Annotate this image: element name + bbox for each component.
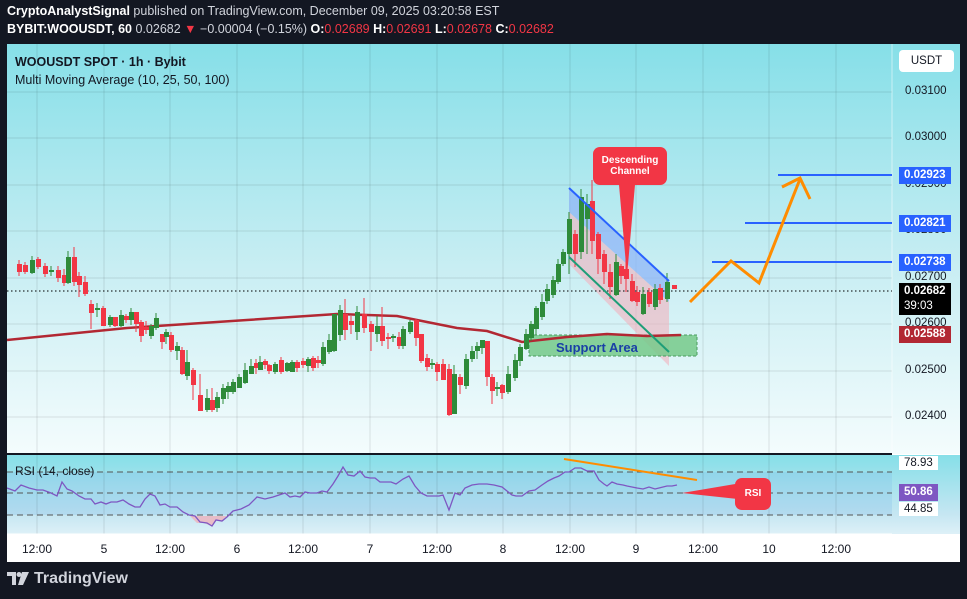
time-tick: 12:00	[21, 542, 53, 556]
price-tick: 0.02400	[905, 410, 947, 422]
price-tick: 0.03000	[905, 131, 947, 143]
time-tick: 12:00	[687, 542, 719, 556]
time-tick: 12:00	[554, 542, 586, 556]
chart-legend: WOOUSDT SPOT · 1h · Bybit Multi Moving A…	[15, 53, 229, 89]
time-tick: 7	[366, 542, 374, 556]
candles	[17, 180, 677, 416]
descending-channel-callout[interactable]: Descending Channel	[593, 147, 667, 185]
symbol-interval: BYBIT:WOOUSDT, 60	[7, 22, 133, 36]
rsi-lower-value: 44.85	[899, 502, 938, 516]
open-value: 0.02689	[324, 22, 370, 36]
time-tick: 6	[233, 542, 241, 556]
chart-canvas[interactable]	[7, 44, 960, 562]
ma-line	[7, 312, 682, 344]
close-value: 0.02682	[508, 22, 554, 36]
ma-price-tag: 0.02588	[899, 326, 951, 343]
publish-info: CryptoAnalystSignal published on Trading…	[7, 4, 499, 18]
rsi-legend[interactable]: RSI (14, close)	[15, 464, 95, 478]
price-tick: 0.02500	[905, 364, 947, 376]
high-value: 0.02691	[386, 22, 432, 36]
last-price: 0.02682	[132, 22, 181, 36]
channel-upper-line[interactable]	[568, 187, 670, 282]
low-value: 0.02678	[446, 22, 492, 36]
rsi-callout[interactable]: RSI	[735, 478, 771, 510]
channel-lower-line[interactable]	[568, 256, 670, 353]
time-tick: 10	[762, 542, 776, 556]
target3-price-tag: 0.02923	[899, 167, 951, 184]
target2-price-tag: 0.02821	[899, 215, 951, 232]
down-arrow-icon: ▼	[184, 22, 197, 36]
last-price-value: 0.02682	[904, 285, 946, 297]
time-tick: 12:00	[154, 542, 186, 556]
time-tick: 5	[100, 542, 108, 556]
open-label: O:	[310, 22, 325, 36]
chart-frame[interactable]: WOOUSDT SPOT · 1h · Bybit Multi Moving A…	[7, 44, 960, 562]
rsi-line	[7, 465, 678, 527]
time-tick: 12:00	[287, 542, 319, 556]
rsi-upper-value: 78.93	[899, 456, 938, 470]
publish-text: published on TradingView.com, December 0…	[129, 4, 500, 18]
price-change: −0.00004 (−0.15%)	[196, 22, 308, 36]
high-label: H:	[373, 22, 387, 36]
close-label: C:	[495, 22, 509, 36]
currency-selector[interactable]: USDT	[899, 50, 954, 72]
bar-countdown: 39:03	[904, 300, 933, 312]
brand-name: TradingView	[34, 570, 128, 587]
last-price-tag: 0.02682 39:03	[899, 283, 951, 315]
time-tick: 8	[499, 542, 507, 556]
symbol-title[interactable]: WOOUSDT SPOT · 1h · Bybit	[15, 55, 186, 69]
rsi-divergence-line[interactable]	[563, 458, 698, 481]
support-area-label[interactable]: Support Area	[556, 340, 638, 355]
arrow-head-icon	[781, 175, 812, 200]
ohlc-bar: BYBIT:WOOUSDT, 60 0.02682 ▼ −0.00004 (−0…	[7, 22, 554, 36]
publisher-name[interactable]: CryptoAnalystSignal	[7, 4, 130, 18]
tradingview-logo-icon	[7, 572, 29, 585]
time-tick: 9	[632, 542, 640, 556]
tradingview-logo[interactable]: TradingView	[7, 570, 128, 588]
price-tick: 0.03100	[905, 85, 947, 97]
time-tick: 12:00	[820, 542, 852, 556]
time-tick: 12:00	[421, 542, 453, 556]
indicator-title[interactable]: Multi Moving Average (10, 25, 50, 100)	[15, 73, 230, 87]
rsi-callout-pointer-icon	[682, 482, 747, 500]
rsi-current-tag: 50.86	[899, 484, 938, 501]
target1-price-tag: 0.02738	[899, 254, 951, 271]
callout-pointer-icon	[617, 162, 637, 276]
projection-path[interactable]	[688, 178, 802, 304]
low-label: L:	[434, 22, 447, 36]
price-tick: 0.02700	[905, 271, 947, 283]
